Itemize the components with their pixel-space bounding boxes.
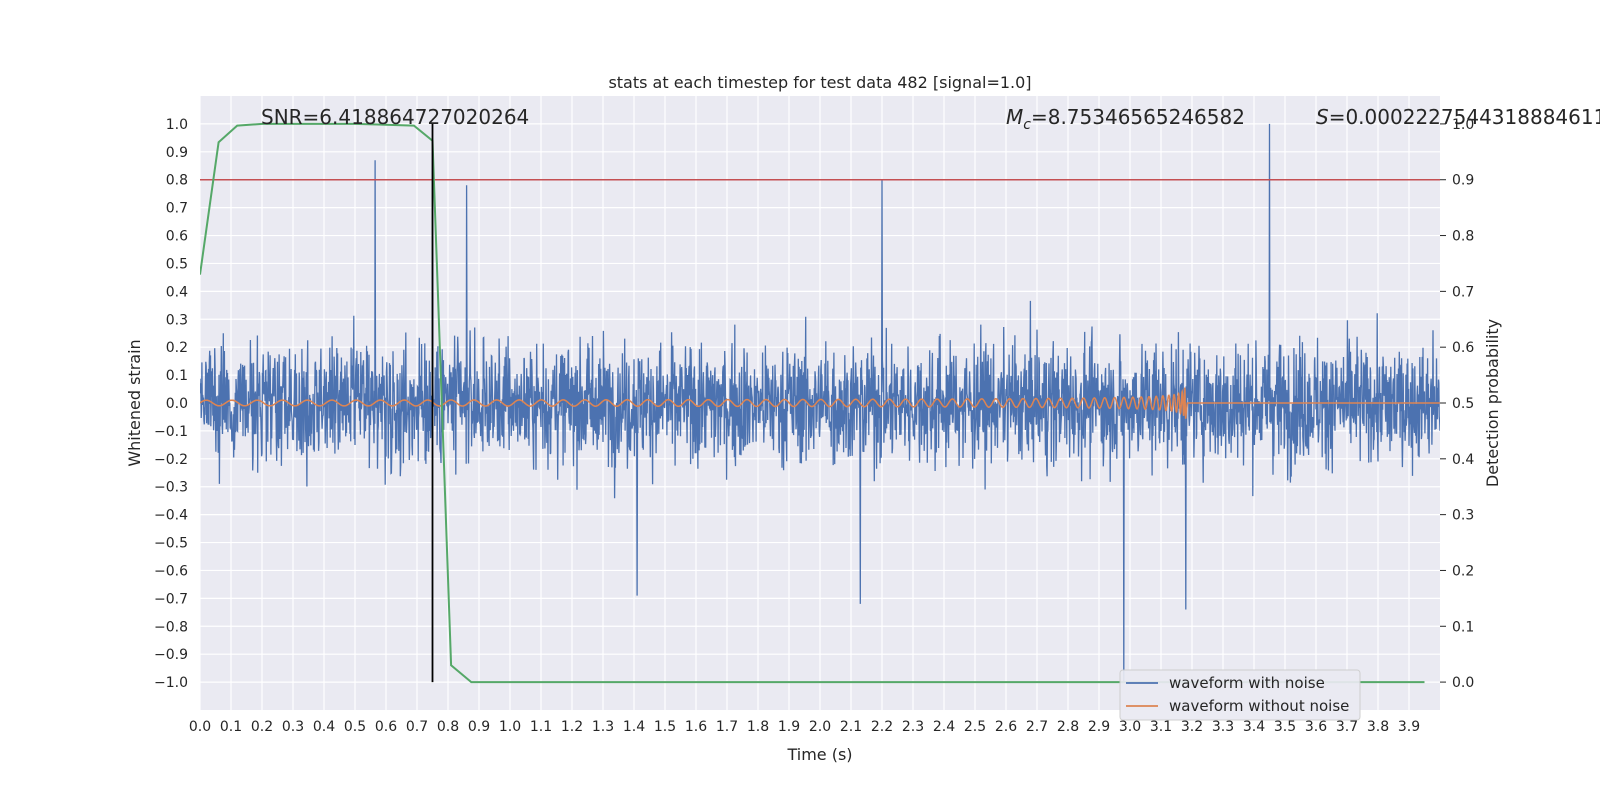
x-tick-label: 1.1 [530, 719, 552, 735]
y-tick-label: 0.9 [166, 145, 188, 161]
y-tick-label: 0.3 [166, 312, 188, 328]
y-tick-label: 1.0 [166, 117, 188, 133]
x-tick-label: 0.1 [220, 719, 242, 735]
x-tick-label: 1.8 [747, 719, 769, 735]
x-tick-label: 3.5 [1274, 719, 1296, 735]
y-tick-labels: 1.0 0.9 0.8 0.7 0.6 0.5 0.4 0.3 0.2 0.1 0.0 −0.1 −0.… [154, 117, 188, 691]
y-tick-label: 0.4 [166, 284, 188, 300]
x-tick-label: 1.4 [623, 719, 645, 735]
y-right-tick-label: 0.2 [1452, 563, 1474, 579]
chirp-mass-value: =8.75346565246582 [1031, 105, 1245, 129]
x-tick-label: 1.0 [499, 719, 521, 735]
legend-label-noise: waveform with noise [1169, 674, 1325, 692]
x-tick-label: 0.4 [313, 719, 335, 735]
y-tick-label: 0.2 [166, 340, 188, 356]
x-tick-label: 0.5 [344, 719, 366, 735]
x-tick-label: 1.3 [592, 719, 614, 735]
y-tick-label: 0.1 [166, 368, 188, 384]
y-right-tick-label: 0.5 [1452, 396, 1474, 412]
x-tick-label: 2.7 [1026, 719, 1048, 735]
x-tick-label: 3.2 [1181, 719, 1203, 735]
legend: waveform with noise waveform without noi… [1119, 669, 1361, 721]
y-right-tick-label: 0.6 [1452, 340, 1474, 356]
s-value: =0.00022275443188846111 [1329, 105, 1600, 129]
x-tick-label: 2.8 [1057, 719, 1079, 735]
x-tick-label: 1.6 [685, 719, 707, 735]
x-axis-label: Time (s) [786, 745, 852, 764]
y-tick-label: 0.7 [166, 201, 188, 217]
y-right-tick-label: 0.3 [1452, 508, 1474, 524]
x-tick-label: 0.2 [251, 719, 273, 735]
x-tick-label: 1.7 [716, 719, 738, 735]
y-right-tick-label: 0.7 [1452, 284, 1474, 300]
chirp-mass-symbol: M [1006, 105, 1023, 129]
y-right-tick-labels: 1.0 0.9 0.8 0.7 0.6 0.5 0.4 0.3 0.2 0.1 0.0 [1440, 117, 1474, 691]
x-tick-label: 2.4 [933, 719, 955, 735]
x-tick-label: 2.1 [840, 719, 862, 735]
x-tick-label: 0.0 [189, 719, 211, 735]
x-tick-label: 3.8 [1367, 719, 1389, 735]
x-tick-label: 3.6 [1305, 719, 1327, 735]
chart-title: stats at each timestep for test data 482… [608, 73, 1031, 92]
x-tick-label: 3.4 [1243, 719, 1265, 735]
x-tick-label: 2.5 [964, 719, 986, 735]
x-tick-label: 3.9 [1398, 719, 1420, 735]
y-tick-label: 0.6 [166, 229, 188, 245]
y-right-axis-label: Detection probability [1483, 319, 1502, 487]
y-tick-label: −0.5 [154, 536, 188, 552]
y-axis-label: Whitened strain [125, 339, 144, 466]
y-tick-label: −1.0 [154, 675, 188, 691]
series-detection-probability [200, 122, 1425, 684]
y-tick-label: −0.9 [154, 647, 188, 663]
y-right-tick-label: 0.1 [1452, 619, 1474, 635]
legend-label-clean: waveform without noise [1169, 697, 1349, 715]
snr-annotation: SNR=6.418864727020264 [261, 105, 529, 129]
x-tick-label: 1.2 [561, 719, 583, 735]
y-tick-label: −0.8 [154, 619, 188, 635]
x-tick-label: 0.3 [282, 719, 304, 735]
y-tick-label: −0.1 [154, 424, 188, 440]
x-tick-label: 2.3 [902, 719, 924, 735]
chirp-mass-subscript: c [1023, 117, 1031, 133]
legend-box [1119, 669, 1361, 721]
x-tick-label: 1.5 [654, 719, 676, 735]
y-tick-label: 0.8 [166, 173, 188, 189]
y-right-tick-label: 1.0 [1452, 117, 1474, 133]
y-right-tick-label: 0.8 [1452, 229, 1474, 245]
y-tick-label: −0.6 [154, 563, 188, 579]
chirp-mass-annotation: Mc=8.75346565246582 [1006, 105, 1245, 133]
x-tick-label: 0.9 [468, 719, 490, 735]
y-tick-label: −0.3 [154, 480, 188, 496]
x-tick-label: 3.1 [1150, 719, 1172, 735]
y-tick-label: −0.7 [154, 591, 188, 607]
x-tick-label: 1.9 [778, 719, 800, 735]
x-tick-label: 3.0 [1119, 719, 1141, 735]
y-tick-label: −0.4 [154, 508, 188, 524]
x-tick-label: 3.3 [1212, 719, 1234, 735]
x-tick-label: 2.6 [995, 719, 1017, 735]
x-tick-label: 2.9 [1088, 719, 1110, 735]
x-tick-label: 3.7 [1336, 719, 1358, 735]
x-tick-label: 0.6 [375, 719, 397, 735]
x-tick-label: 2.2 [871, 719, 893, 735]
s-annotation: S=0.00022275443188846111 [1316, 105, 1600, 129]
y-right-tick-label: 0.4 [1452, 452, 1474, 468]
x-tick-label: 0.8 [437, 719, 459, 735]
y-right-tick-label: 0.0 [1452, 675, 1474, 691]
y-right-tick-label: 0.9 [1452, 173, 1474, 189]
x-tick-labels: 0.0 0.1 0.2 0.3 0.4 0.5 0.6 0.7 0.8 0.9 1.0 1.1 1.2 1… [189, 719, 1420, 735]
x-tick-label: 0.7 [406, 719, 428, 735]
y-tick-label: 0.5 [166, 256, 188, 272]
y-tick-label: 0.0 [166, 396, 188, 412]
series-waveform-without-noise [200, 387, 1440, 419]
y-tick-label: −0.2 [154, 452, 188, 468]
series-waveform-with-noise [200, 123, 1440, 683]
x-tick-label: 2.0 [809, 719, 831, 735]
s-symbol: S [1316, 105, 1329, 129]
